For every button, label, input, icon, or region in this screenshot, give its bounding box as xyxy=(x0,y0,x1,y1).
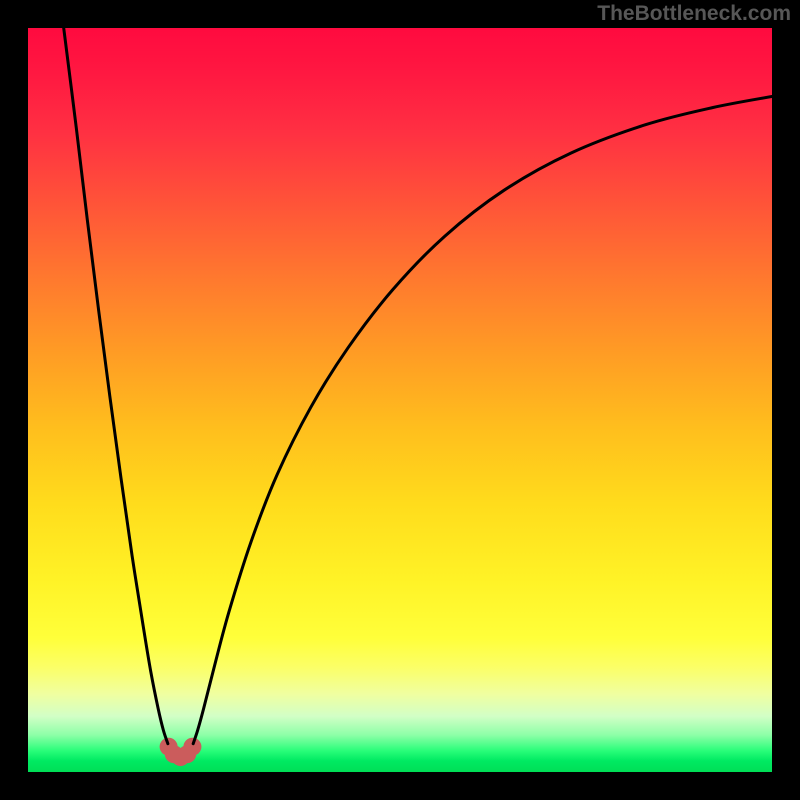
background-gradient xyxy=(28,28,772,772)
watermark-text: TheBottleneck.com xyxy=(597,2,791,26)
plot-area xyxy=(28,28,772,772)
